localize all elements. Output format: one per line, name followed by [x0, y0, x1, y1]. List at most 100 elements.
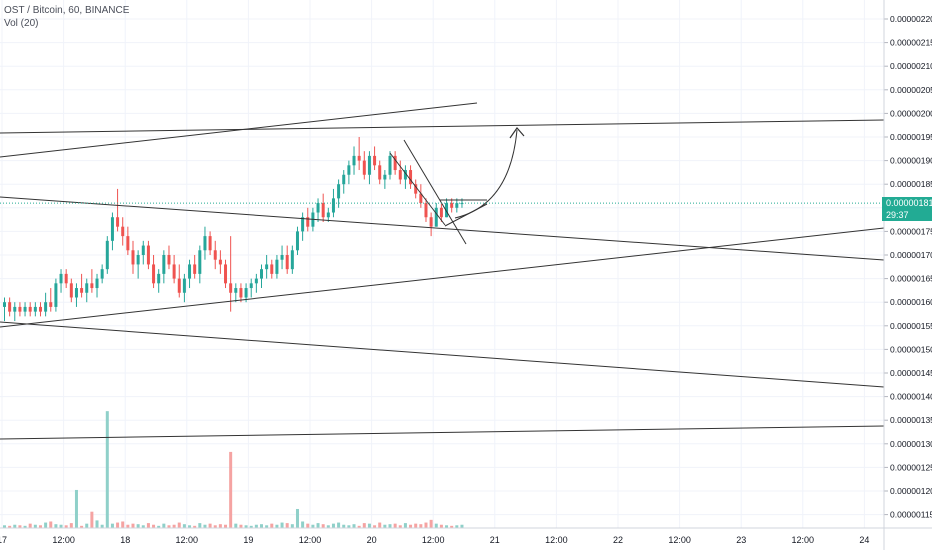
candle-body	[275, 259, 279, 274]
volume-bar	[172, 524, 176, 528]
volume-bar	[49, 521, 53, 528]
x-tick-label: 12:00	[792, 535, 815, 545]
volume-bar	[409, 524, 413, 528]
volume-bar	[224, 524, 228, 528]
x-tick-label: 12:00	[422, 535, 445, 545]
volume-bar	[141, 525, 145, 528]
trendline-falling-lower	[0, 321, 885, 388]
y-tick-label: 0.00000150	[890, 344, 932, 354]
candle-body	[64, 273, 68, 284]
volume-bar	[367, 523, 371, 528]
candle-body	[285, 255, 289, 270]
volume-bar	[193, 525, 197, 528]
candle-body	[116, 217, 120, 227]
trendline-rising-upper	[0, 102, 478, 158]
candle-body	[59, 273, 63, 284]
y-tick-label: 0.00000135	[890, 415, 932, 425]
volume-bar	[460, 524, 464, 528]
candle-body	[208, 236, 212, 251]
candle-body	[290, 250, 294, 270]
candle-body	[90, 283, 94, 289]
x-tick-label: 22	[613, 535, 623, 545]
candle-body	[362, 160, 366, 175]
candle-body	[44, 302, 48, 312]
candle-body	[152, 264, 156, 284]
volume-bar	[347, 525, 351, 528]
volume-bar	[424, 522, 428, 528]
volume-bar	[85, 523, 89, 528]
y-tick-label: 0.00000140	[890, 392, 932, 402]
volume-bar	[28, 523, 32, 528]
y-tick-label: 0.00000160	[890, 297, 932, 307]
volume-bar	[244, 525, 248, 528]
candle-body	[110, 217, 114, 241]
y-tick-label: 0.00000190	[890, 156, 932, 166]
volume-bar	[177, 522, 181, 528]
x-tick-label: 24	[859, 535, 869, 545]
candle-body	[445, 203, 449, 218]
volume-bar	[234, 523, 238, 528]
flag-channel-upper	[389, 152, 446, 226]
candle-body	[321, 203, 325, 218]
volume-bar	[213, 525, 217, 528]
volume-bar	[419, 524, 423, 528]
volume-bar	[18, 525, 22, 528]
volume-bar	[157, 525, 161, 528]
volume-bar	[152, 524, 156, 528]
candle-body	[434, 207, 438, 227]
y-tick-label: 0.00000175	[890, 226, 932, 236]
candle-body	[270, 264, 274, 274]
breakout-arrow-head	[509, 127, 525, 139]
x-tick-label: 12:00	[668, 535, 691, 545]
volume-bar	[445, 525, 449, 528]
flag-channel-lower	[403, 139, 467, 245]
candle-body	[337, 184, 341, 199]
candle-body	[213, 250, 217, 260]
y-tick-label: 0.00000125	[890, 462, 932, 472]
volume-bar	[33, 524, 37, 528]
candle-body	[3, 302, 6, 307]
volume-bar	[116, 522, 120, 528]
candle-body	[398, 170, 402, 180]
candle-body	[419, 193, 423, 204]
candle-body	[316, 203, 320, 213]
candle-body	[265, 264, 269, 270]
volume-bar	[121, 521, 125, 528]
volume-bar	[450, 525, 454, 528]
volume-bar	[146, 523, 150, 528]
volume-bar	[13, 524, 17, 528]
y-tick-label: 0.00000215	[890, 38, 932, 48]
y-tick-label: 0.00000165	[890, 274, 932, 284]
y-tick-label: 0.00000170	[890, 250, 932, 260]
candle-body	[146, 245, 150, 265]
trendline-horizontal-top	[0, 119, 885, 134]
volume-bar	[105, 411, 109, 528]
volume-bar	[198, 523, 202, 528]
candle-body	[429, 217, 433, 227]
candle-body	[95, 278, 99, 289]
volume-bar	[357, 525, 361, 528]
candle-body	[136, 255, 140, 265]
candle-body	[18, 306, 22, 312]
volume-bar	[188, 525, 192, 528]
candle-body	[460, 203, 464, 205]
volume-bar	[331, 523, 335, 528]
candle-body	[260, 269, 263, 279]
candle-body	[249, 283, 253, 289]
x-tick-label: 18	[120, 535, 130, 545]
x-tick-label: 17	[0, 535, 7, 545]
volume-bar	[3, 525, 6, 528]
x-tick-label: 12:00	[52, 535, 75, 545]
projected-breakout-curve	[454, 129, 518, 219]
candle-body	[450, 203, 454, 208]
volume-bar	[311, 524, 315, 528]
x-tick-label: 12:00	[545, 535, 568, 545]
candle-body	[162, 255, 166, 274]
candle-body	[403, 170, 407, 180]
volume-bar	[414, 523, 418, 528]
volume-bar	[95, 520, 99, 528]
volume-bar	[8, 525, 12, 528]
candle-body	[188, 264, 192, 279]
